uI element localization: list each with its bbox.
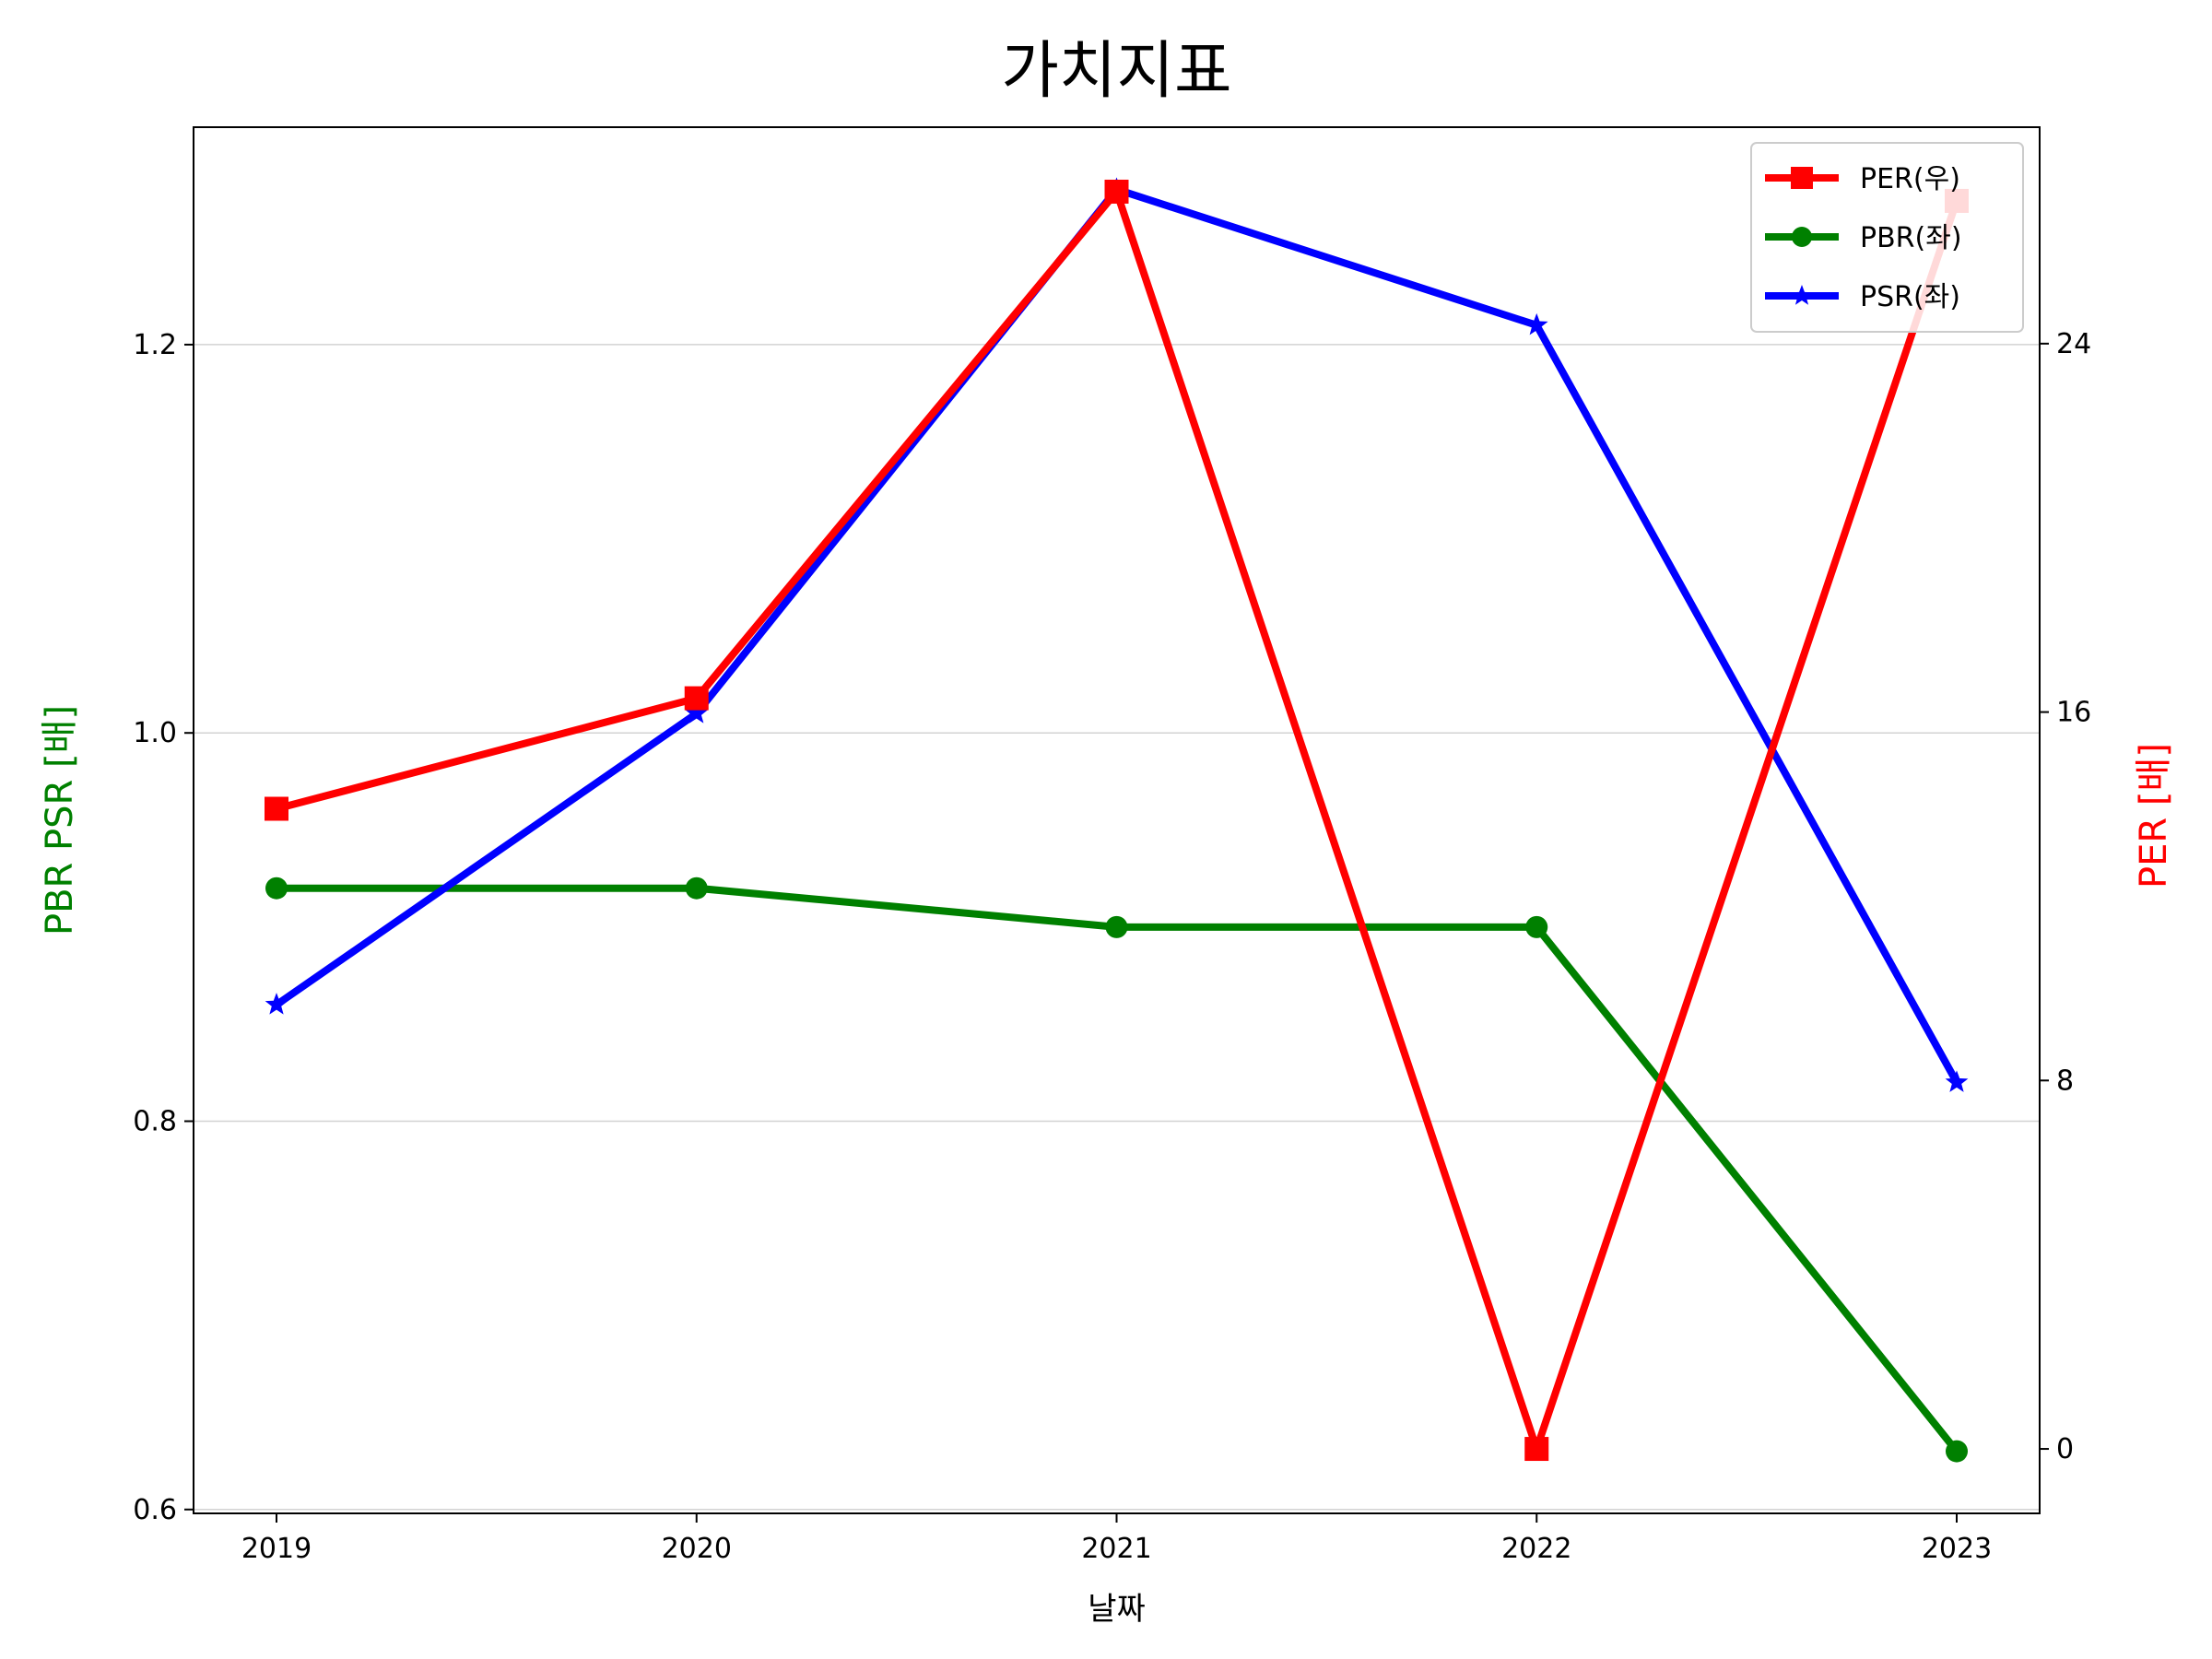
right-y-tick-label: 16 [2056,697,2091,729]
legend-marker-pbr [1792,227,1812,247]
right-y-tick-label: 24 [2056,328,2091,360]
legend-box [1750,142,2024,333]
per-point [1104,179,1129,204]
legend-label-psr: PSR(좌) [1860,281,1960,313]
right-y-tick-label: 8 [2056,1065,2074,1097]
x-tick-label: 2023 [1922,1533,1992,1565]
gridlines [194,344,2040,1511]
left-y-axis-label: PBR PSR [배] [39,705,81,935]
legend-marker-psr [1791,285,1813,305]
psr-point [1524,312,1548,335]
psr-point [265,993,288,1015]
series-pbr [265,877,1968,1463]
x-axis-label: 날짜 [1088,1591,1146,1628]
pbr-point [685,877,708,900]
pbr-point [1946,1440,1968,1463]
left-y-tick-label: 1.2 [133,329,177,361]
right-y-axis-label: PER [배] [2133,743,2175,888]
series-layer [265,177,1969,1463]
left-y-tick-label: 1.0 [133,717,177,749]
pbr-point [1105,915,1128,938]
axes: 0.6 0.8 1.0 1.2 0 8 16 24 2019 2020 2021 2022 2023 [133,328,2091,1565]
x-tick-label: 2022 [1501,1533,1571,1565]
legend: PER(우) PBR(좌) PSR(좌) [1750,142,2024,333]
per-point [1524,1437,1549,1462]
pbr-point [265,877,288,900]
series-per [265,179,1969,1462]
x-tick-label: 2019 [241,1533,312,1565]
legend-label-per: PER(우) [1860,163,1960,195]
legend-marker-per [1791,167,1813,189]
x-tick-label: 2020 [662,1533,732,1565]
left-y-tick-label: 0.6 [133,1494,177,1526]
per-point [684,686,709,711]
psr-point [685,701,709,724]
pbr-point [1525,915,1548,938]
chart-title: 가치지표 [1001,35,1231,108]
right-y-tick-label: 0 [2056,1433,2074,1465]
per-point [265,796,288,821]
left-y-tick-label: 0.8 [133,1105,177,1137]
legend-label-pbr: PBR(좌) [1860,222,1962,254]
x-tick-label: 2021 [1081,1533,1151,1565]
psr-point [1945,1070,1969,1092]
